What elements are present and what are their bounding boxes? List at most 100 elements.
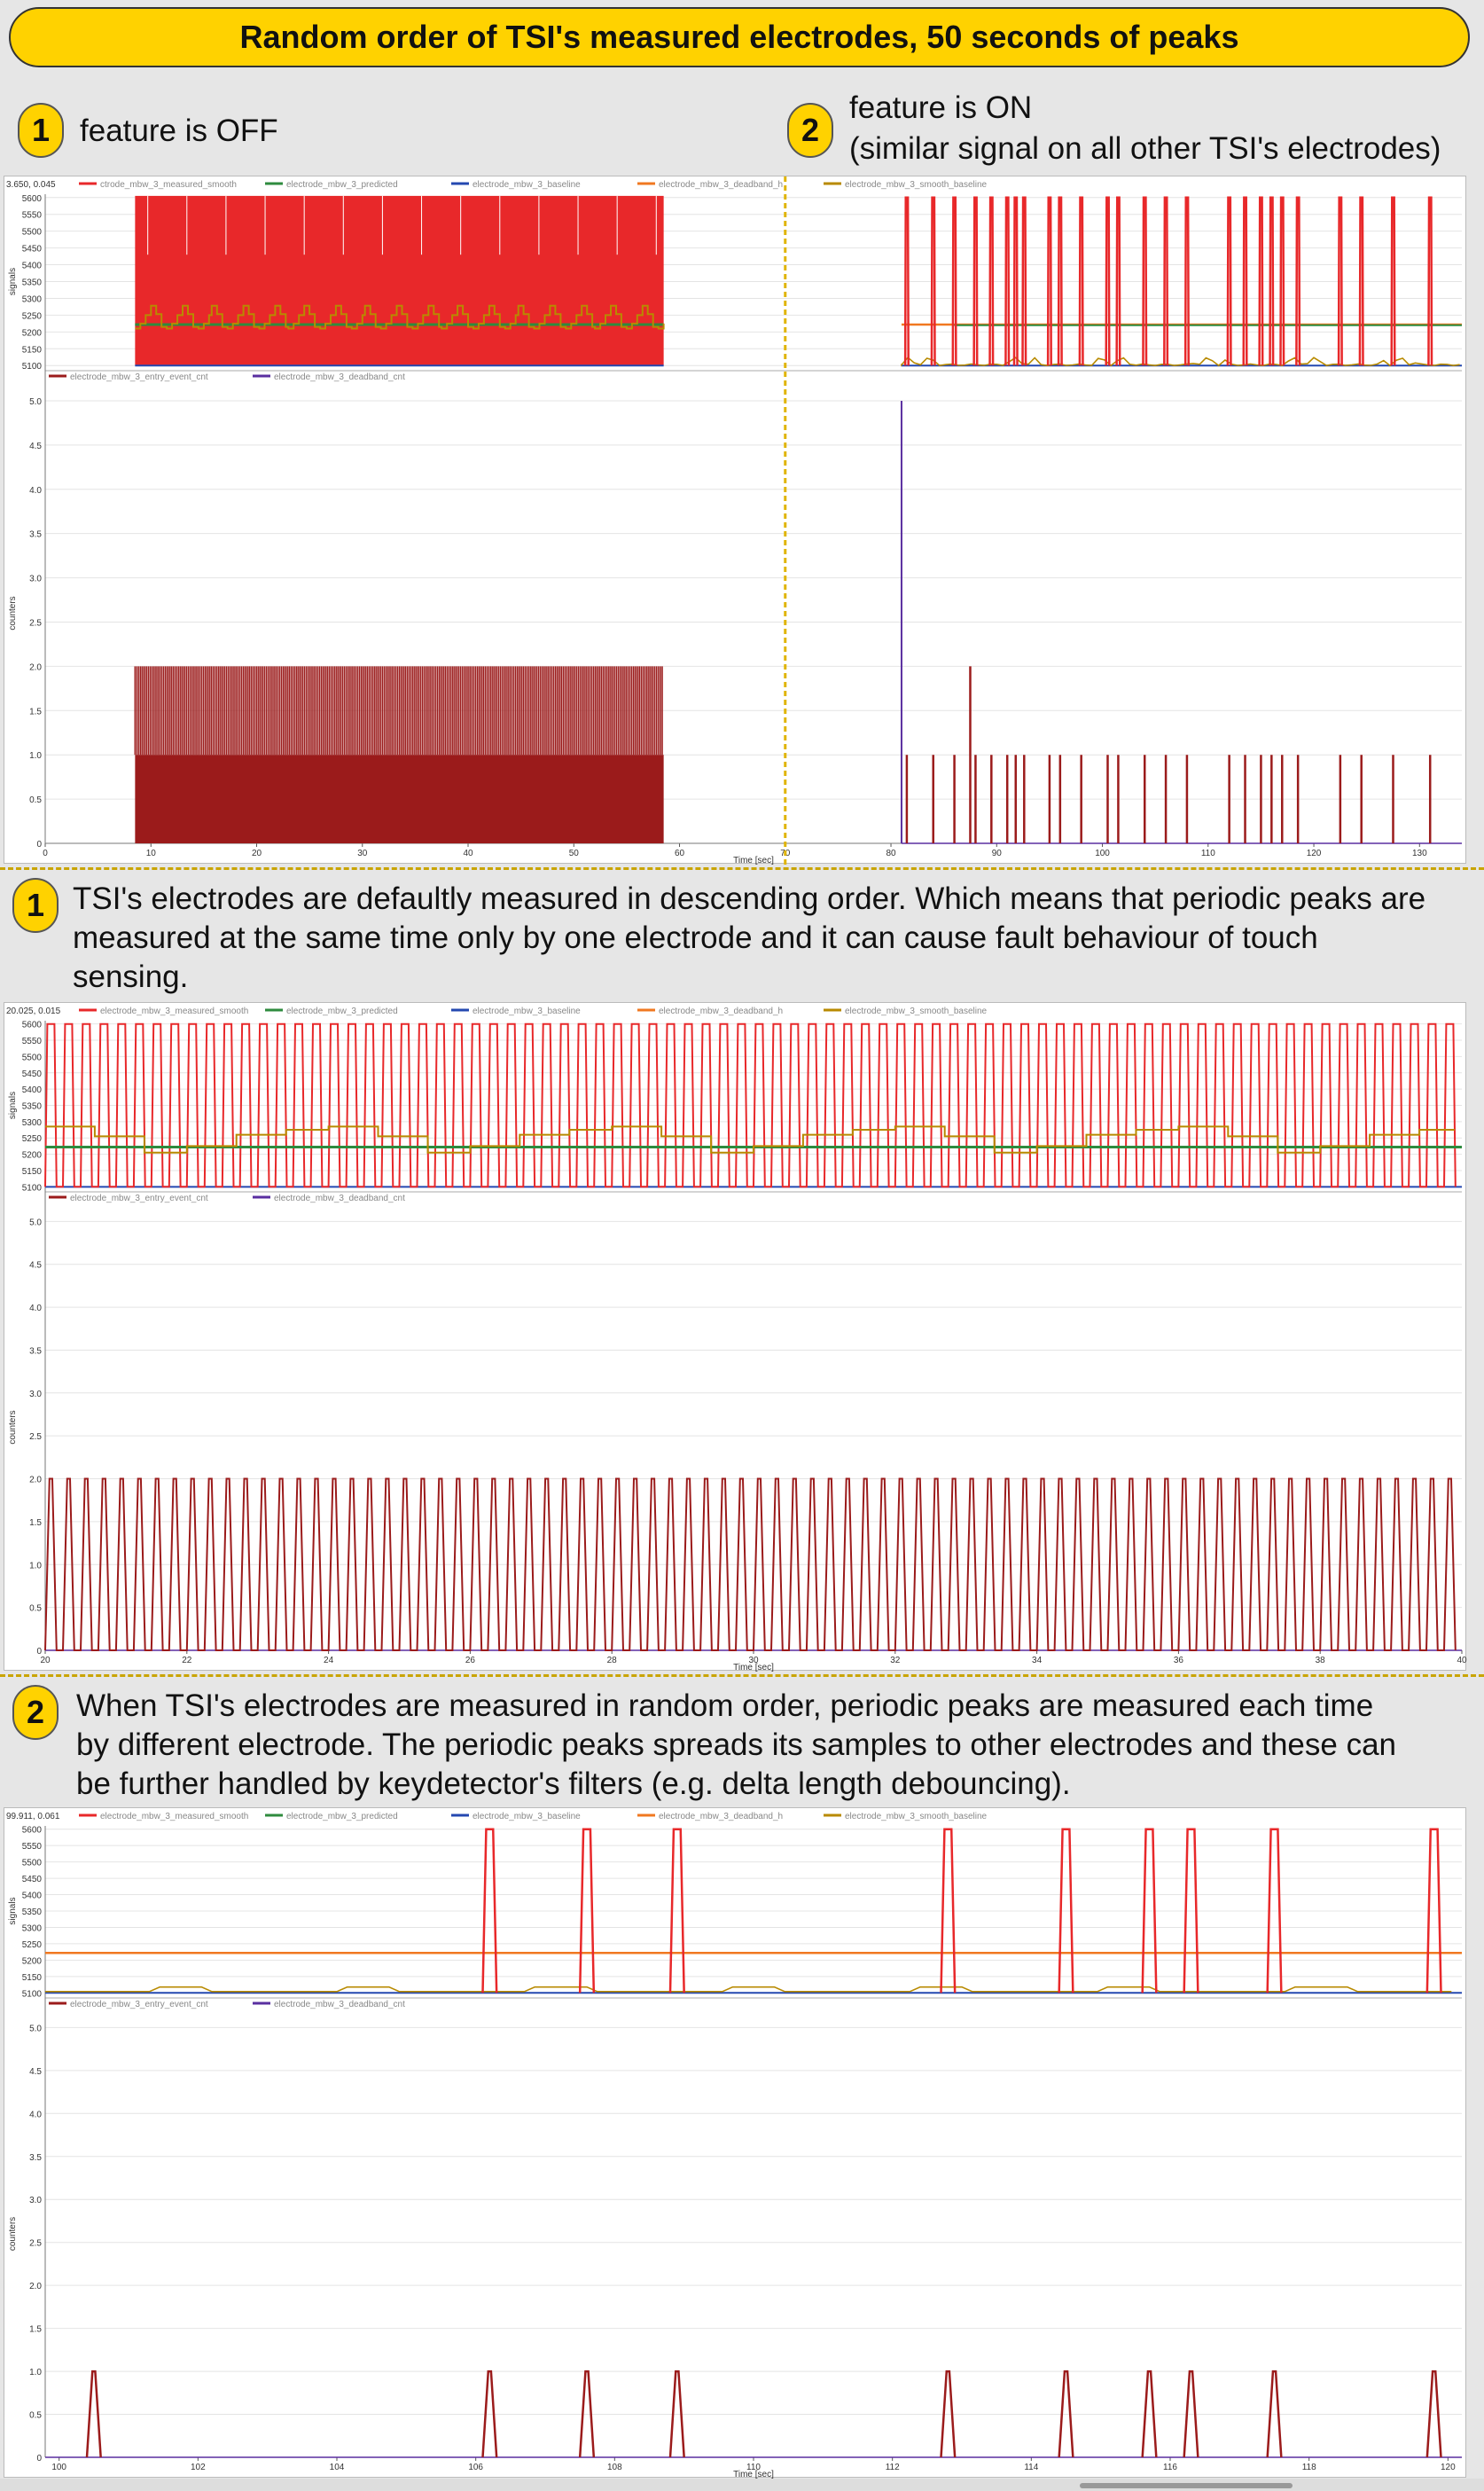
x-tick-label: 110 bbox=[1201, 849, 1215, 858]
x-axis-label: Time [sec] bbox=[733, 1663, 774, 1672]
measured-peak bbox=[930, 196, 936, 366]
section2-line-2: by different electrode. The periodic pea… bbox=[76, 1727, 1397, 1762]
x-tick-label: 100 bbox=[1095, 849, 1110, 858]
y-tick-label: 0 bbox=[36, 2454, 42, 2464]
legend-label: electrode_mbw_3_baseline bbox=[473, 180, 581, 190]
section2-line-1: When TSI's electrodes are measured in ra… bbox=[76, 1688, 1374, 1723]
legend-label: electrode_mbw_3_measured_smooth bbox=[100, 1812, 248, 1821]
cursor-readout: 99.911, 0.061 bbox=[6, 1812, 60, 1821]
section1-badge: 1 bbox=[12, 878, 59, 933]
measured-peak bbox=[1012, 196, 1019, 366]
scrollbar-thumb[interactable] bbox=[1080, 2483, 1293, 2488]
y-tick-label: 5250 bbox=[22, 1940, 43, 1950]
cursor-readout: 20.025, 0.015 bbox=[6, 1007, 61, 1016]
legend-label: electrode_mbw_3_deadband_h bbox=[659, 1812, 783, 1821]
measured-peak bbox=[1226, 196, 1232, 366]
measured-peak bbox=[951, 196, 957, 366]
y-tick-label: 1.0 bbox=[29, 751, 42, 761]
x-tick-label: 36 bbox=[1174, 1656, 1184, 1665]
y-axis-label: counters bbox=[8, 1410, 18, 1444]
y-tick-label: 1.0 bbox=[29, 1561, 42, 1571]
y-tick-label: 3.5 bbox=[29, 2153, 42, 2163]
y-tick-label: 5250 bbox=[22, 1134, 43, 1144]
y-tick-label: 2.0 bbox=[29, 662, 42, 672]
legend-label: electrode_mbw_3_deadband_cnt bbox=[274, 1194, 405, 1203]
chart-panel-3: 99.911, 0.061 electrode_mbw_3_measured_sm… bbox=[4, 1807, 1466, 2479]
y-tick-label: 5450 bbox=[22, 245, 43, 255]
x-tick-label: 32 bbox=[890, 1656, 901, 1665]
divider bbox=[0, 867, 1484, 870]
y-tick-label: 0.5 bbox=[29, 2411, 42, 2421]
x-tick-label: 108 bbox=[607, 2463, 622, 2472]
y-tick-label: 5100 bbox=[22, 1989, 43, 1999]
x-tick-label: 100 bbox=[51, 2463, 66, 2472]
y-axis-label: signals bbox=[8, 268, 18, 295]
smooth-baseline-line bbox=[135, 304, 665, 330]
measured-peak bbox=[1242, 196, 1248, 366]
y-tick-label: 4.0 bbox=[29, 2110, 42, 2119]
measured-peak bbox=[1046, 196, 1052, 366]
measured-smooth-line bbox=[44, 1022, 1457, 1188]
measured-peak bbox=[1183, 196, 1190, 366]
y-tick-label: 3.0 bbox=[29, 2196, 42, 2205]
y-tick-label: 5150 bbox=[22, 345, 43, 355]
x-tick-label: 22 bbox=[182, 1656, 192, 1665]
measured-peak bbox=[578, 1828, 596, 1994]
legend-label: electrode_mbw_3_measured_smooth bbox=[100, 1007, 248, 1016]
x-tick-label: 104 bbox=[330, 2463, 345, 2472]
smooth-baseline-line bbox=[45, 1986, 1452, 1993]
y-axis-label: signals bbox=[8, 1092, 18, 1119]
y-tick-label: 5400 bbox=[22, 1085, 43, 1095]
entry-event-peak bbox=[85, 2370, 102, 2458]
legend-label: electrode_mbw_3_smooth_baseline bbox=[845, 180, 988, 190]
x-axis-label: Time [sec] bbox=[733, 856, 774, 865]
x-tick-label: 110 bbox=[746, 2463, 761, 2472]
legend-label: electrode_mbw_3_deadband_cnt bbox=[274, 372, 405, 382]
y-tick-label: 0.5 bbox=[29, 1604, 42, 1614]
measured-peak bbox=[1269, 196, 1275, 366]
x-tick-label: 10 bbox=[146, 849, 157, 858]
entry-event-peak bbox=[481, 2370, 498, 2458]
y-tick-label: 4.0 bbox=[29, 486, 42, 496]
section2-line-3: be further handled by keydetector's filt… bbox=[76, 1766, 1071, 1801]
measured-peak bbox=[1266, 1828, 1283, 1994]
y-tick-label: 5100 bbox=[22, 362, 43, 372]
measured-peak bbox=[1058, 1828, 1074, 1994]
chart-svg: 3.650, 0.045 ctrode_mbw_3_measured_smooth… bbox=[6, 176, 1462, 866]
legend-label: electrode_mbw_3_baseline bbox=[473, 1007, 581, 1016]
entry-event-fill bbox=[135, 755, 664, 843]
measured-peak bbox=[988, 196, 995, 366]
y-tick-label: 5550 bbox=[22, 211, 43, 221]
x-tick-label: 30 bbox=[357, 849, 368, 858]
x-tick-label: 50 bbox=[569, 849, 580, 858]
y-tick-label: 5400 bbox=[22, 262, 43, 271]
badge-one: 1 bbox=[18, 103, 64, 158]
x-tick-label: 20 bbox=[252, 849, 262, 858]
y-tick-label: 5.0 bbox=[29, 397, 42, 407]
y-axis-label: counters bbox=[8, 596, 18, 630]
measured-peak bbox=[1163, 196, 1169, 366]
y-tick-label: 0 bbox=[36, 840, 42, 850]
measured-peak bbox=[668, 1828, 685, 1994]
caption-feature-off: feature is OFF bbox=[80, 114, 278, 148]
section1-line-2: measured at the same time only by one el… bbox=[73, 920, 1318, 955]
y-tick-label: 2.5 bbox=[29, 618, 42, 628]
legend-label: electrode_mbw_3_predicted bbox=[286, 1007, 398, 1016]
y-tick-label: 5250 bbox=[22, 311, 43, 321]
measured-peak bbox=[1295, 196, 1301, 366]
y-tick-label: 1.5 bbox=[29, 707, 42, 717]
legend-label: electrode_mbw_3_entry_event_cnt bbox=[70, 372, 208, 382]
measured-peak bbox=[1115, 196, 1121, 366]
page-title: Random order of TSI's measured electrode… bbox=[9, 7, 1470, 67]
measured-peak bbox=[481, 1828, 498, 1994]
y-tick-label: 4.5 bbox=[29, 2067, 42, 2077]
x-tick-label: 40 bbox=[463, 849, 473, 858]
y-tick-label: 5300 bbox=[22, 1923, 43, 1933]
chart-svg: 20.025, 0.015 electrode_mbw_3_measured_sm… bbox=[6, 1007, 1467, 1672]
measured-band bbox=[135, 195, 664, 366]
y-tick-label: 5450 bbox=[22, 1069, 43, 1079]
entry-event-peak bbox=[1425, 2370, 1442, 2458]
legend-label: electrode_mbw_3_deadband_h bbox=[659, 180, 783, 190]
badge-two: 2 bbox=[787, 103, 833, 158]
entry-event-peak bbox=[1058, 2370, 1074, 2458]
